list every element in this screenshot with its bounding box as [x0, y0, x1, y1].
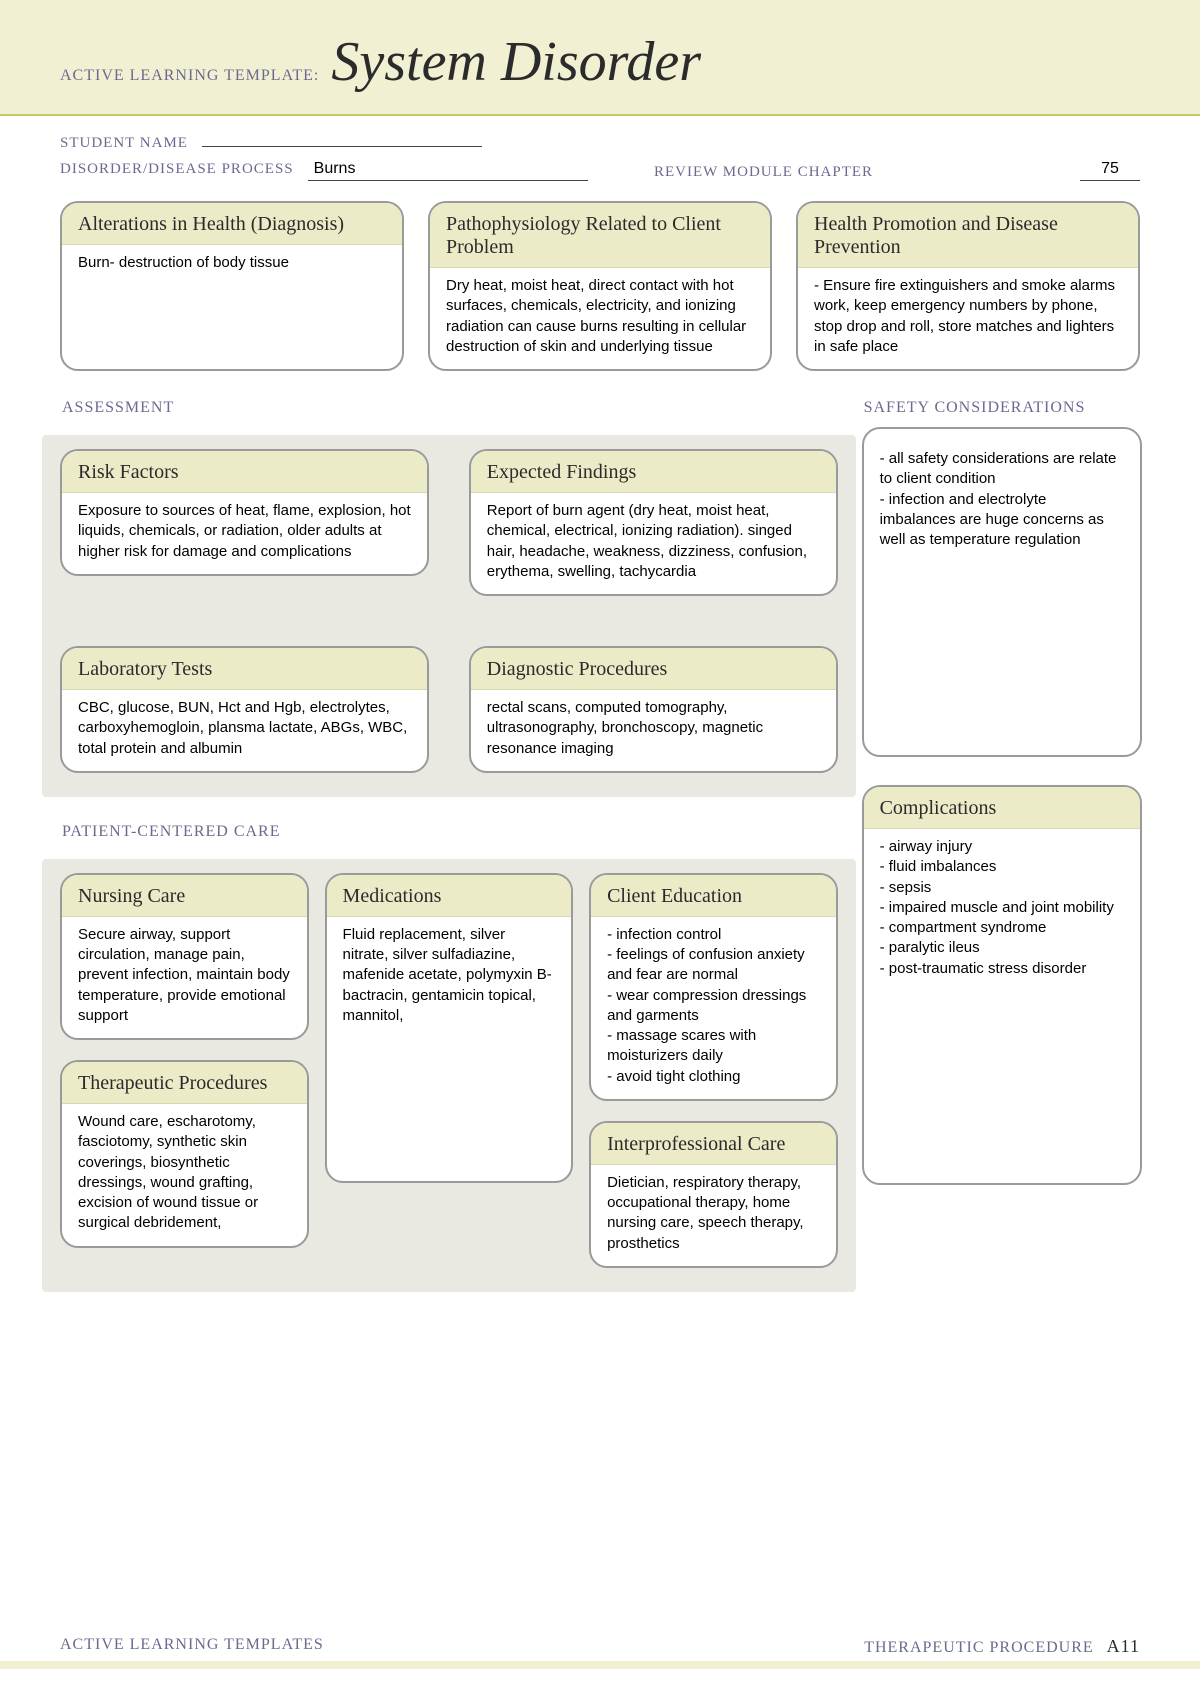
left-column: ASSESSMENT Risk Factors Exposure to sour…: [60, 391, 838, 1302]
clientedu-box: Client Education - infection control - f…: [589, 873, 838, 1101]
header-title: System Disorder: [331, 30, 701, 94]
assessment-section: Risk Factors Exposure to sources of heat…: [42, 435, 856, 797]
labs-body: CBC, glucose, BUN, Hct and Hgb, electrol…: [62, 690, 427, 771]
findings-body: Report of burn agent (dry heat, moist he…: [471, 493, 836, 594]
nursing-box: Nursing Care Secure airway, support circ…: [60, 873, 309, 1040]
pcc-label: PATIENT-CENTERED CARE: [60, 815, 838, 851]
diag-title: Diagnostic Procedures: [471, 648, 836, 690]
header-band: ACTIVE LEARNING TEMPLATE: System Disorde…: [0, 0, 1200, 116]
labs-box: Laboratory Tests CBC, glucose, BUN, Hct …: [60, 646, 429, 773]
main-columns: ASSESSMENT Risk Factors Exposure to sour…: [60, 391, 1140, 1302]
meta-row: STUDENT NAME DISORDER/DISEASE PROCESS Bu…: [0, 116, 1200, 191]
labs-title: Laboratory Tests: [62, 648, 427, 690]
disorder-label: DISORDER/DISEASE PROCESS: [60, 161, 294, 177]
footer-right-label: THERAPEUTIC PROCEDURE: [864, 1639, 1093, 1656]
content: Alterations in Health (Diagnosis) Burn- …: [0, 191, 1200, 1302]
findings-box: Expected Findings Report of burn agent (…: [469, 449, 838, 596]
clientedu-body: - infection control - feelings of confus…: [591, 917, 836, 1099]
footer-bar: [0, 1661, 1200, 1669]
healthprom-body: - Ensure fire extinguishers and smoke al…: [798, 268, 1138, 369]
meds-title: Medications: [327, 875, 572, 917]
meds-box: Medications Fluid replacement, silver ni…: [325, 873, 574, 1183]
interpro-title: Interprofessional Care: [591, 1123, 836, 1165]
top-boxes-row: Alterations in Health (Diagnosis) Burn- …: [60, 201, 1140, 381]
diagnosis-title: Alterations in Health (Diagnosis): [62, 203, 402, 245]
diag-body: rectal scans, computed tomography, ultra…: [471, 690, 836, 771]
therapeutic-title: Therapeutic Procedures: [62, 1062, 307, 1104]
therapeutic-box: Therapeutic Procedures Wound care, escha…: [60, 1060, 309, 1248]
diagnosis-body: Burn- destruction of body tissue: [62, 245, 402, 345]
therapeutic-body: Wound care, escharotomy, fasciotomy, syn…: [62, 1104, 307, 1246]
review-label: REVIEW MODULE CHAPTER: [654, 164, 1070, 181]
right-column: SAFETY CONSIDERATIONS - all safety consi…: [862, 391, 1143, 1302]
nursing-title: Nursing Care: [62, 875, 307, 917]
interpro-box: Interprofessional Care Dietician, respir…: [589, 1121, 838, 1268]
student-name-value[interactable]: [202, 144, 482, 147]
footer: ACTIVE LEARNING TEMPLATES THERAPEUTIC PR…: [0, 1636, 1200, 1657]
footer-page: A11: [1107, 1636, 1140, 1656]
safety-label: SAFETY CONSIDERATIONS: [862, 391, 1143, 427]
assessment-label: ASSESSMENT: [60, 391, 838, 427]
risk-title: Risk Factors: [62, 451, 427, 493]
page: ACTIVE LEARNING TEMPLATE: System Disorde…: [0, 0, 1200, 1697]
diagnosis-box: Alterations in Health (Diagnosis) Burn- …: [60, 201, 404, 371]
header-label: ACTIVE LEARNING TEMPLATE:: [60, 67, 319, 85]
risk-body: Exposure to sources of heat, flame, expl…: [62, 493, 427, 574]
healthprom-box: Health Promotion and Disease Prevention …: [796, 201, 1140, 371]
complications-box: Complications - airway injury - fluid im…: [862, 785, 1143, 1185]
student-name-label: STUDENT NAME: [60, 135, 188, 151]
review-value[interactable]: 75: [1080, 160, 1140, 181]
interpro-body: Dietician, respiratory therapy, occupati…: [591, 1165, 836, 1266]
disorder-value[interactable]: Burns: [308, 160, 588, 181]
pcc-section: Nursing Care Secure airway, support circ…: [42, 859, 856, 1292]
patho-body: Dry heat, moist heat, direct contact wit…: [430, 268, 770, 369]
healthprom-title: Health Promotion and Disease Prevention: [798, 203, 1138, 268]
patho-box: Pathophysiology Related to Client Proble…: [428, 201, 772, 371]
safety-box: - all safety considerations are relate t…: [862, 427, 1143, 757]
clientedu-title: Client Education: [591, 875, 836, 917]
patho-title: Pathophysiology Related to Client Proble…: [430, 203, 770, 268]
nursing-body: Secure airway, support circulation, mana…: [62, 917, 307, 1038]
risk-box: Risk Factors Exposure to sources of heat…: [60, 449, 429, 576]
meds-body: Fluid replacement, silver nitrate, silve…: [327, 917, 572, 1038]
diag-box: Diagnostic Procedures rectal scans, comp…: [469, 646, 838, 773]
findings-title: Expected Findings: [471, 451, 836, 493]
complications-title: Complications: [864, 787, 1141, 829]
footer-right: THERAPEUTIC PROCEDURE A11: [864, 1636, 1140, 1657]
complications-body: - airway injury - fluid imbalances - sep…: [864, 829, 1141, 991]
footer-left: ACTIVE LEARNING TEMPLATES: [60, 1636, 324, 1657]
